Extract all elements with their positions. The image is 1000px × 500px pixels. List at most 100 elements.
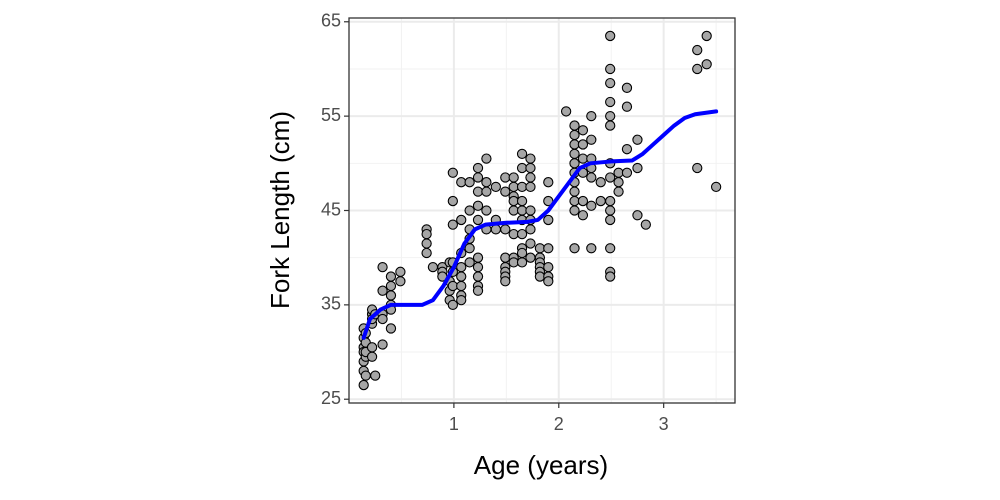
point [632, 134, 643, 145]
point [586, 134, 597, 145]
point [525, 224, 536, 235]
point [543, 177, 554, 188]
point [500, 276, 511, 287]
point [456, 177, 467, 188]
y-tick-label: 65 [321, 11, 341, 31]
point [427, 261, 439, 273]
point [447, 280, 458, 292]
point [516, 228, 528, 240]
y-tick-label: 35 [321, 294, 341, 314]
point [447, 195, 458, 207]
point [464, 177, 475, 188]
point [577, 139, 589, 150]
point [586, 172, 597, 183]
point [481, 205, 492, 216]
point [472, 172, 484, 183]
x-axis-title: Age (years) [474, 450, 608, 480]
point [360, 370, 371, 381]
point [701, 30, 712, 42]
point [516, 247, 528, 259]
point [366, 351, 378, 362]
point [692, 63, 703, 75]
point [464, 205, 475, 216]
point [472, 186, 484, 197]
point [421, 238, 432, 249]
point [710, 181, 722, 193]
point [605, 77, 616, 89]
point [447, 219, 458, 230]
point [605, 172, 616, 183]
point [472, 162, 484, 174]
point [366, 342, 378, 353]
point [500, 172, 511, 183]
point [569, 148, 580, 160]
plot-border [348, 17, 736, 404]
point [370, 370, 381, 381]
point [447, 167, 458, 178]
point [569, 158, 580, 169]
point [605, 271, 616, 282]
point [613, 167, 624, 178]
point [508, 195, 519, 207]
point [632, 210, 643, 221]
point [577, 210, 589, 221]
point [508, 228, 519, 240]
point [543, 261, 554, 273]
x-tick-label: 3 [659, 414, 669, 434]
point [577, 153, 589, 164]
point [525, 153, 536, 164]
point [569, 205, 580, 216]
point [640, 219, 651, 230]
point [516, 195, 528, 207]
point [508, 172, 519, 183]
point [525, 238, 536, 249]
point [613, 186, 624, 197]
point [377, 313, 388, 325]
point [516, 257, 528, 268]
point [543, 214, 554, 226]
y-tick-label: 55 [321, 105, 341, 125]
point [525, 181, 536, 193]
point [692, 44, 703, 56]
y-tick-label: 25 [321, 388, 341, 408]
point [586, 243, 597, 254]
point [472, 252, 484, 263]
point [605, 63, 616, 75]
point [395, 276, 406, 287]
point [534, 271, 546, 282]
point [621, 144, 633, 155]
point [605, 243, 616, 254]
point [569, 243, 580, 254]
point [481, 177, 492, 188]
point [456, 214, 467, 226]
point [569, 186, 580, 197]
x-tick-label: 1 [449, 414, 459, 434]
point [525, 162, 536, 174]
point [490, 181, 501, 193]
point [605, 110, 616, 122]
point [421, 247, 432, 259]
point [508, 181, 519, 193]
point [508, 257, 519, 268]
point [377, 261, 388, 273]
point [569, 139, 580, 150]
point [377, 285, 388, 296]
point [500, 186, 511, 197]
point [632, 162, 643, 174]
point [456, 271, 467, 282]
y-axis-title: Fork Length (cm) [265, 111, 295, 309]
point [516, 148, 528, 160]
point [508, 205, 519, 216]
point [605, 30, 616, 42]
point [472, 214, 484, 226]
point [472, 271, 484, 282]
x-tick-label: 2 [554, 414, 564, 434]
point [385, 271, 397, 282]
point [525, 205, 536, 216]
point [525, 172, 536, 183]
point [464, 257, 475, 268]
point [569, 129, 580, 141]
point [464, 243, 475, 254]
